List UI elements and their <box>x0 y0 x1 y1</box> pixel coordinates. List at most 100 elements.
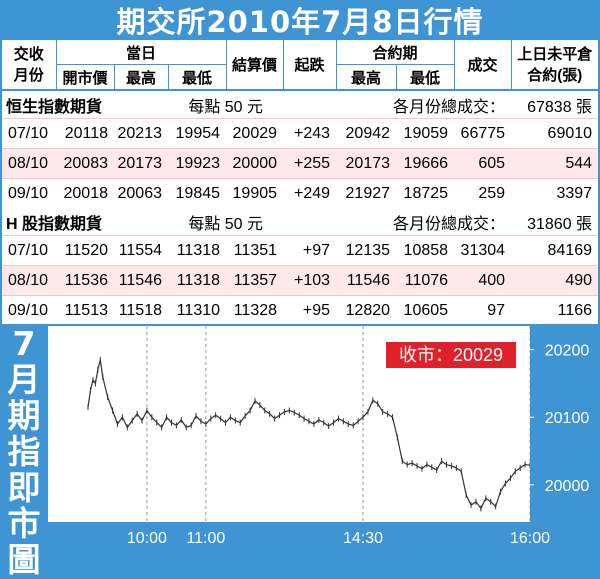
cell-value: 11328 <box>226 295 284 325</box>
price-line <box>87 359 531 510</box>
cell-value: 20173 <box>114 148 168 179</box>
chart-title-char: 圖 <box>7 540 41 579</box>
annotation-text: 收市：20029 <box>399 345 503 365</box>
cell-value: 259 <box>454 178 512 208</box>
cell-value: 20029 <box>226 118 284 149</box>
cell-month: 09/10 <box>2 295 56 325</box>
cell-value: 97 <box>454 295 512 325</box>
cell-value: 19059 <box>396 118 455 149</box>
closing-annotation: 收市：20029 <box>386 342 516 368</box>
section-row: 恒生指數期貨 每點 50 元各月份總成交： 67838 張 <box>2 90 599 119</box>
section-total-label: 各月份總成交： <box>283 208 512 236</box>
cell-value: 69010 <box>511 118 599 149</box>
cell-value: 19954 <box>168 118 227 149</box>
chart-title-char: 市 <box>7 504 41 543</box>
table-row: 07/10 20118 20213 19954 20029 +243 20942 19059 6… <box>2 118 599 149</box>
cell-value: 20063 <box>114 178 168 208</box>
section-per-point: 每點 50 元 <box>168 90 284 119</box>
cell-value: 11546 <box>114 265 168 296</box>
cell-value: 19666 <box>396 148 455 179</box>
cell-value: 11546 <box>336 265 397 296</box>
header-volume: 成交 <box>453 40 512 91</box>
chart-title-char: 月 <box>7 360 41 399</box>
cell-value: 20118 <box>56 118 114 149</box>
cell-month: 09/10 <box>2 178 56 208</box>
cell-value: +249 <box>283 178 337 208</box>
cell-value: 20942 <box>336 118 397 149</box>
cell-value: 11351 <box>226 235 284 266</box>
intraday-chart: 收市：20029 <box>87 326 531 522</box>
cell-value: +97 <box>283 235 337 266</box>
cell-value: 11318 <box>168 265 227 296</box>
cell-value: 21927 <box>336 178 397 208</box>
header-contract-high: 最高 <box>335 64 397 91</box>
chart-title-char: 指 <box>7 432 41 471</box>
futures-table: 交收 月份 當日 結算價 起跌 合約期 成交 上日未平倉 合約(張) 開市價 最高 最低 最高 最低 恒生指… <box>2 40 599 325</box>
cell-value: 400 <box>454 265 512 296</box>
header-day-group: 當日 <box>55 40 227 65</box>
chart-plot: 收市：20029 <box>48 326 531 522</box>
header-open: 開市價 <box>55 64 114 91</box>
page-title: 期交所2010年7月8日行情 <box>116 5 484 39</box>
cell-value: 20173 <box>336 148 397 179</box>
cell-value: 11518 <box>114 295 168 325</box>
section-name: H 股指數期貨 <box>2 208 168 236</box>
cell-month: 07/10 <box>2 235 56 266</box>
table-row: 09/10 11513 11518 11310 11328 +95 12820 10605 97… <box>2 295 599 325</box>
cell-value: 10858 <box>396 235 455 266</box>
section-row: H 股指數期貨 每點 50 元各月份總成交： 31860 張 <box>2 208 599 236</box>
cell-value: 11520 <box>56 235 114 266</box>
cell-value: 605 <box>454 148 512 179</box>
cell-value: 10605 <box>396 295 455 325</box>
cell-month: 08/10 <box>2 148 56 179</box>
cell-value: 11318 <box>168 235 227 266</box>
cell-value: 18725 <box>396 178 455 208</box>
cell-value: 66775 <box>454 118 512 149</box>
table-row: 08/10 11536 11546 11318 11357 +103 11546 11076 4… <box>2 265 599 296</box>
section-total-value: 67838 張 <box>511 90 599 119</box>
header-contract-group: 合約期 <box>335 40 455 65</box>
chart-title-char: 期 <box>7 396 41 435</box>
table-row: 09/10 20018 20063 19845 19905 +249 21927 18725 2… <box>2 178 599 208</box>
cell-value: 11536 <box>56 265 114 296</box>
cell-value: 11554 <box>114 235 168 266</box>
cell-value: 19905 <box>226 178 284 208</box>
cell-value: 11357 <box>226 265 284 296</box>
section-total-label: 各月份總成交： <box>283 90 512 119</box>
table-row: 08/10 20083 20173 19923 20000 +255 20173 19666 6… <box>2 148 599 179</box>
header-contract-low: 最低 <box>395 64 455 91</box>
header-settle: 結算價 <box>225 40 284 91</box>
header-open-interest: 上日未平倉 合約(張) <box>510 40 599 91</box>
cell-value: 11310 <box>168 295 227 325</box>
chart-title-char: 即 <box>7 468 41 507</box>
cell-value: 20083 <box>56 148 114 179</box>
cell-value: 20018 <box>56 178 114 208</box>
header-low: 最低 <box>167 64 227 91</box>
cell-value: 12820 <box>336 295 397 325</box>
cell-value: +103 <box>283 265 337 296</box>
cell-value: 20000 <box>226 148 284 179</box>
section-name: 恒生指數期貨 <box>2 90 168 119</box>
chart-title-char: 7 <box>12 324 36 363</box>
cell-value: 544 <box>511 148 599 179</box>
cell-value: 31304 <box>454 235 512 266</box>
cell-value: 490 <box>511 265 599 296</box>
section-total-value: 31860 張 <box>511 208 599 236</box>
cell-value: 19845 <box>168 178 227 208</box>
cell-value: 11076 <box>396 265 455 296</box>
cell-month: 07/10 <box>2 118 56 149</box>
cell-value: 19923 <box>168 148 227 179</box>
annotation-box <box>386 342 516 368</box>
cell-value: 11513 <box>56 295 114 325</box>
cell-value: +255 <box>283 148 337 179</box>
table-row: 07/10 11520 11554 11318 11351 +97 12135 10858 31… <box>2 235 599 266</box>
cell-value: 12135 <box>336 235 397 266</box>
cell-value: +243 <box>283 118 337 149</box>
cell-month: 08/10 <box>2 265 56 296</box>
cell-value: 1166 <box>511 295 599 325</box>
section-per-point: 每點 50 元 <box>168 208 284 236</box>
cell-value: 3397 <box>511 178 599 208</box>
cell-value: 20213 <box>114 118 168 149</box>
header-change: 起跌 <box>282 40 337 91</box>
